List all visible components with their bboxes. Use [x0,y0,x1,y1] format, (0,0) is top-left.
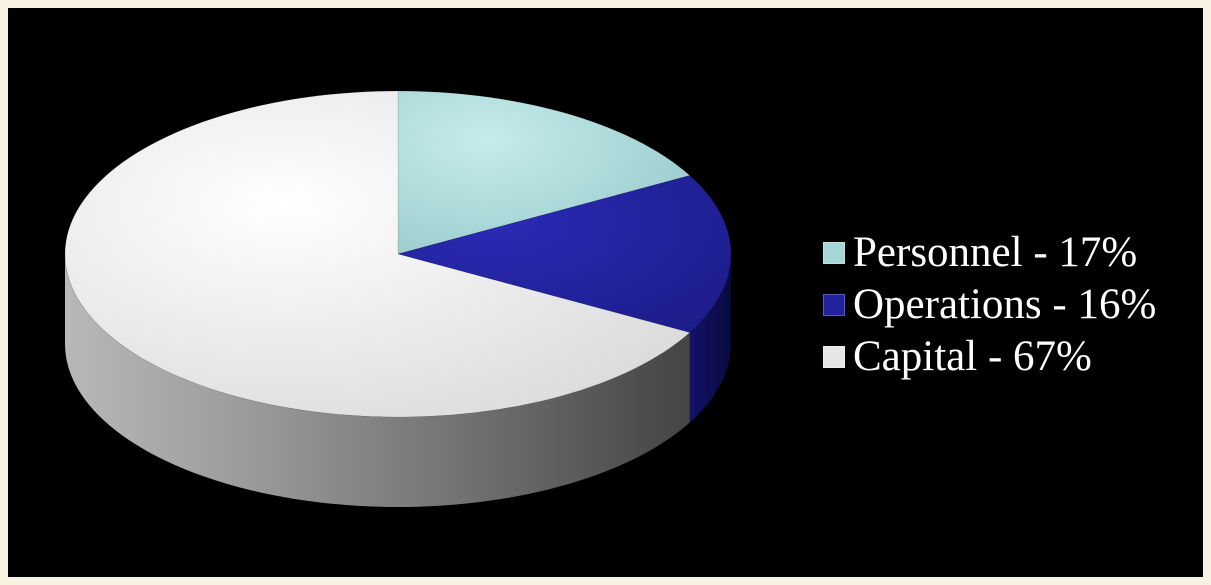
pie-slice-personnel [397,90,691,255]
legend-swatch-operations [823,294,845,316]
legend-label-operations: Operations - 16% [853,281,1157,328]
pie-side-walls [65,254,731,507]
legend-swatch-capital [823,346,845,368]
chart-panel: Personnel - 17% Operations - 16% Capital… [8,8,1203,577]
legend-item-operations: Operations - 16% [823,279,1156,331]
pie-wall-capital [65,254,690,507]
legend-label-personnel: Personnel - 17% [853,229,1138,276]
pie-chart [64,90,732,507]
pie-wall-operations [689,254,731,423]
legend-label-capital: Capital - 67% [853,333,1092,380]
legend-item-capital: Capital - 67% [823,331,1156,383]
legend: Personnel - 17% Operations - 16% Capital… [823,227,1156,383]
pie-top-faces [64,90,732,418]
pie-slice-capital [64,90,691,418]
legend-item-personnel: Personnel - 17% [823,227,1156,279]
pie-slice-operations [396,175,732,333]
legend-swatch-personnel [823,242,845,264]
